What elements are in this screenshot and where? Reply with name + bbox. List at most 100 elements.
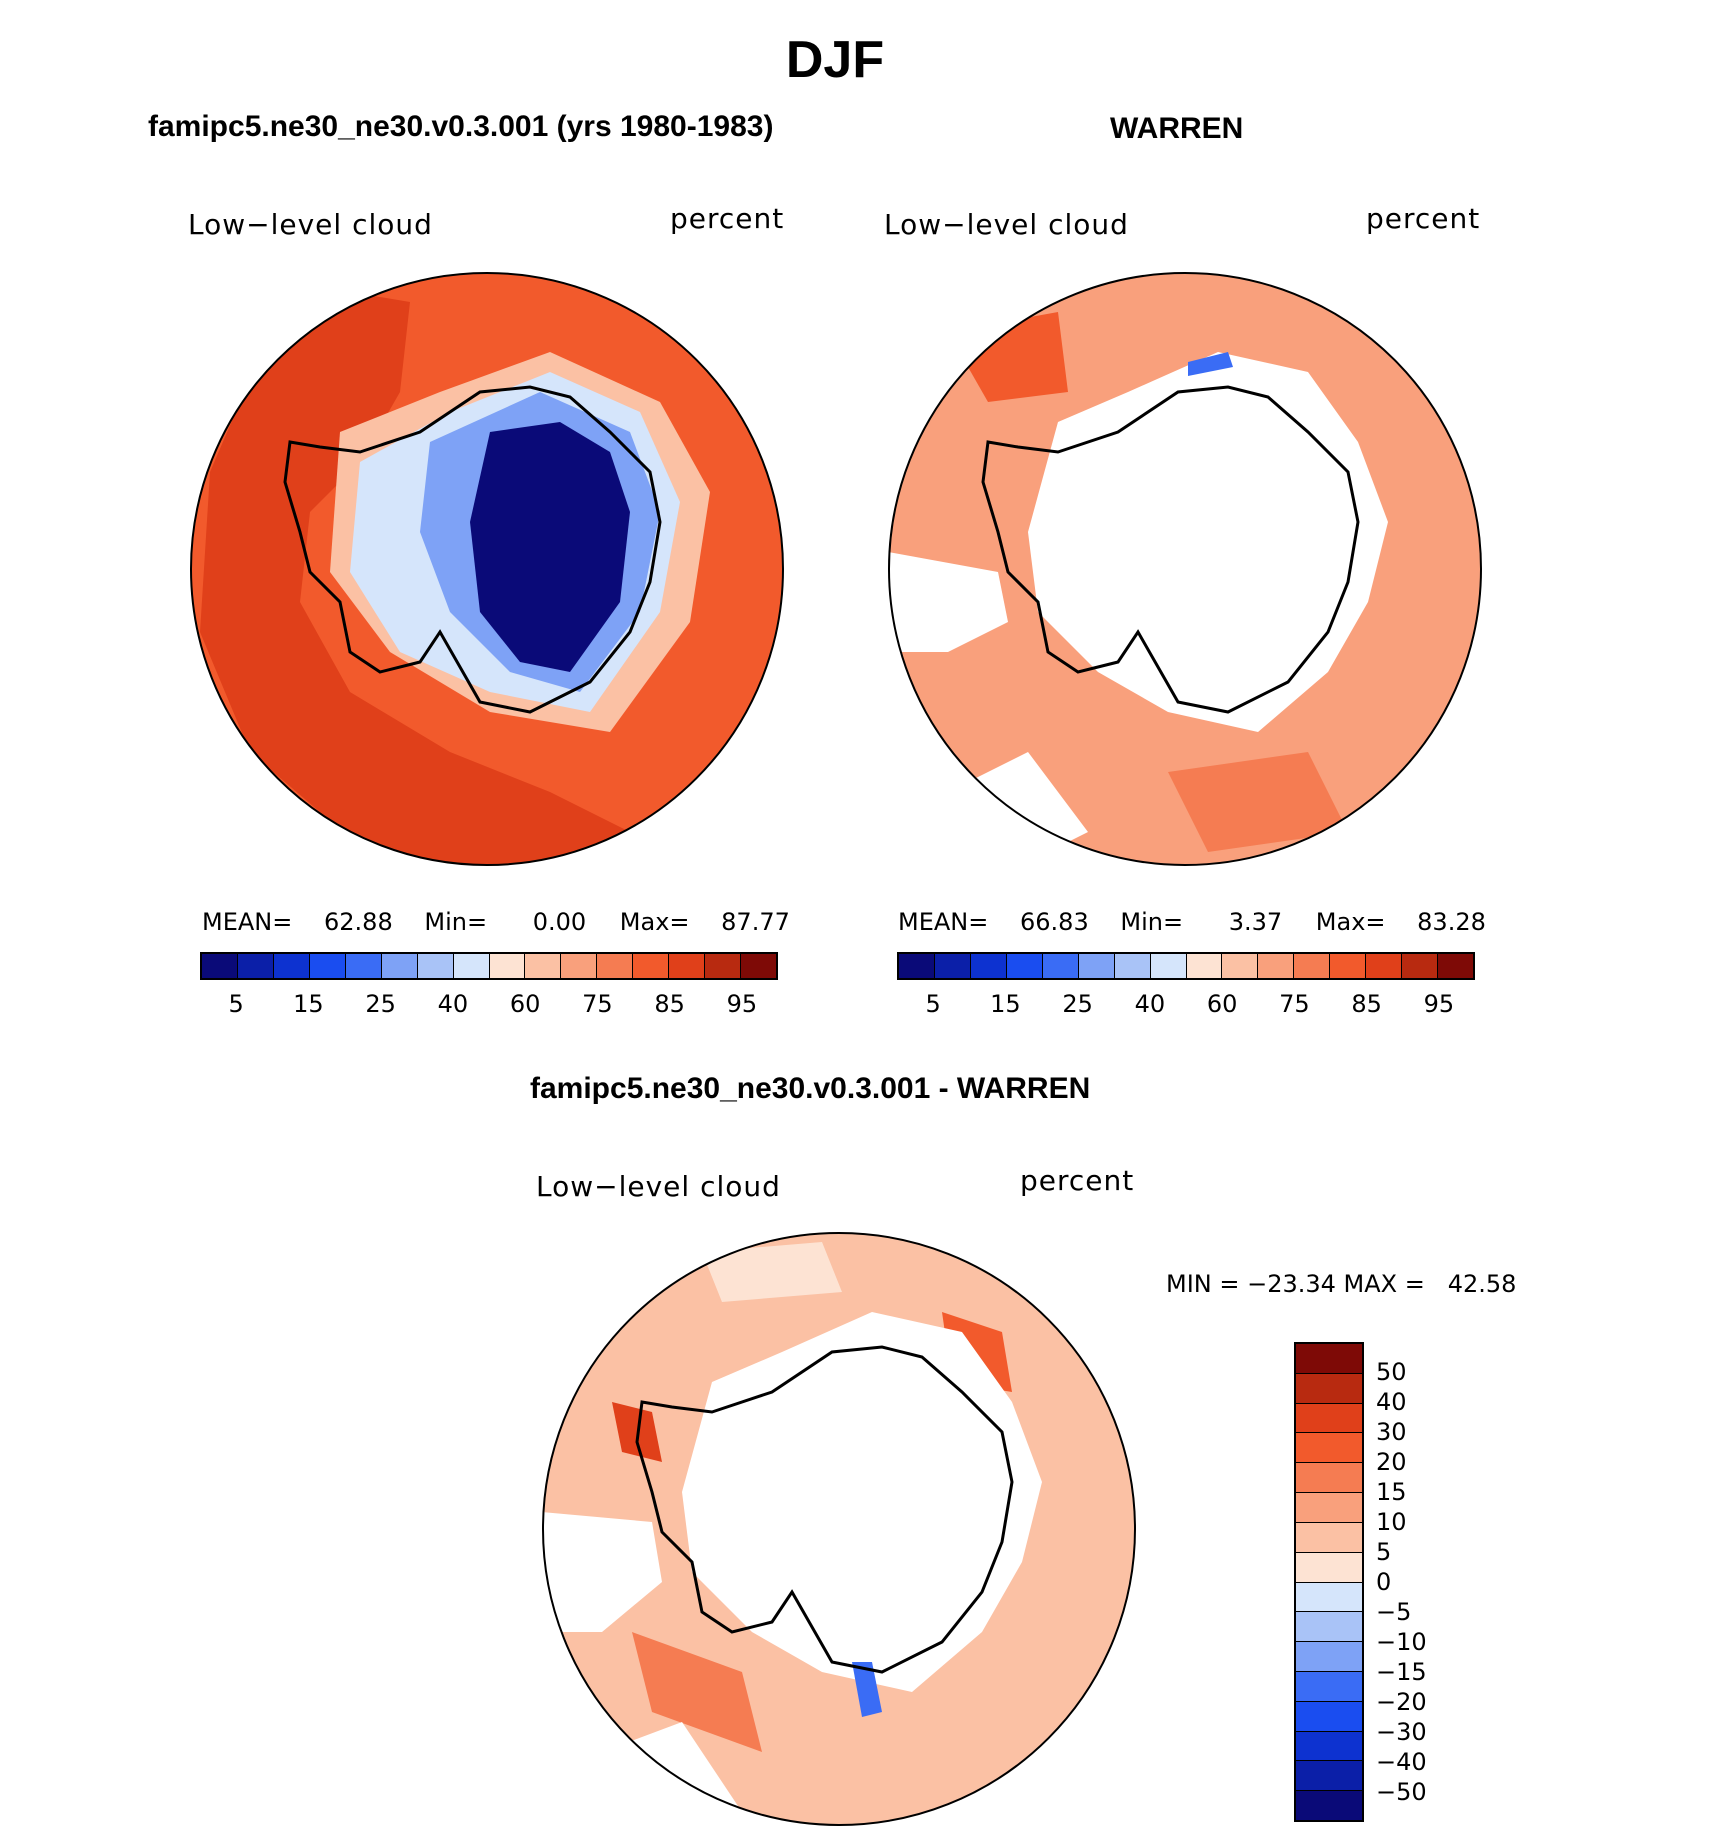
colorbar-swatch bbox=[1114, 954, 1151, 978]
missing-left bbox=[543, 1512, 662, 1632]
colorbar-swatch bbox=[381, 954, 418, 978]
colorbar-swatch bbox=[633, 954, 670, 978]
colorbar-swatch bbox=[345, 954, 382, 978]
colorbar-tick-label: −30 bbox=[1376, 1718, 1427, 1746]
min-label: Min= bbox=[1120, 908, 1184, 936]
panel2-polar-map bbox=[888, 272, 1482, 866]
colorbar-swatch bbox=[1330, 954, 1367, 978]
colorbar-tick-label: 95 bbox=[726, 990, 758, 1018]
colorbar-tick-label: 50 bbox=[1376, 1358, 1407, 1386]
colorbar-swatch bbox=[1296, 1344, 1362, 1374]
colorbar-swatch bbox=[669, 954, 706, 978]
colorbar-swatch bbox=[525, 954, 562, 978]
colorbar-swatch bbox=[1296, 1522, 1362, 1553]
mean-value: 66.83 bbox=[1020, 908, 1089, 936]
mean-value: 62.88 bbox=[324, 908, 393, 936]
land-white bbox=[682, 1312, 1042, 1692]
min-value: 0.00 bbox=[532, 908, 587, 936]
blue-edge bbox=[1188, 352, 1233, 376]
colorbar-swatch bbox=[1296, 1612, 1362, 1643]
colorbar-swatch bbox=[417, 954, 454, 978]
colorbar-tick-label: 95 bbox=[1423, 990, 1455, 1018]
colorbar-swatch bbox=[1402, 954, 1439, 978]
diff-minmax: MIN = −23.34 MAX = 42.58 bbox=[1166, 1270, 1517, 1298]
max-label: Max= bbox=[619, 908, 690, 936]
colorbar-swatch bbox=[705, 954, 742, 978]
colorbar-swatch bbox=[202, 954, 238, 978]
colorbar-tick-label: 25 bbox=[1062, 990, 1093, 1018]
colorbar-swatch bbox=[453, 954, 490, 978]
colorbar-tick-label: 15 bbox=[1376, 1478, 1407, 1506]
colorbar-tick-label: −20 bbox=[1376, 1688, 1427, 1716]
colorbar-swatch bbox=[1296, 1493, 1362, 1523]
dark-cloud-band bbox=[200, 292, 630, 865]
colorbar-tick-label: 5 bbox=[1376, 1538, 1392, 1566]
colorbar-swatch bbox=[1296, 1463, 1362, 1494]
colorbar-tick-label: 40 bbox=[437, 990, 469, 1018]
colorbar-tick-label: −40 bbox=[1376, 1748, 1427, 1776]
colorbar-tick-label: 25 bbox=[365, 990, 396, 1018]
colorbar-tick-label: 30 bbox=[1376, 1418, 1407, 1446]
panel2-colorbar-ticks: 5 15 25 40 60 75 85 95 bbox=[897, 990, 1475, 1020]
ice-core bbox=[470, 422, 630, 672]
panel1-colorbar bbox=[200, 952, 778, 980]
colorbar-swatch bbox=[1222, 954, 1259, 978]
colorbar-swatch bbox=[1296, 1403, 1362, 1434]
colorbar-tick-label: 75 bbox=[582, 990, 613, 1018]
colorbar-swatch bbox=[1042, 954, 1079, 978]
land-white bbox=[1028, 352, 1388, 732]
colorbar-swatch bbox=[1296, 1791, 1362, 1820]
panel1-polar-map bbox=[190, 272, 784, 866]
colorbar-swatch bbox=[1186, 954, 1223, 978]
colorbar-swatch bbox=[597, 954, 634, 978]
panel1-colorbar-ticks: 5 15 25 40 60 75 85 95 bbox=[200, 990, 778, 1020]
light-patch bbox=[702, 1242, 842, 1302]
colorbar-swatch bbox=[1296, 1433, 1362, 1464]
colorbar-swatch bbox=[1258, 954, 1295, 978]
colorbar-swatch bbox=[1296, 1552, 1362, 1583]
colorbar-swatch bbox=[934, 954, 971, 978]
colorbar-tick-label: 40 bbox=[1376, 1388, 1407, 1416]
colorbar-swatch bbox=[741, 954, 776, 978]
colorbar-tick-label: 20 bbox=[1376, 1448, 1407, 1476]
coastline bbox=[283, 385, 662, 714]
colorbar-tick-label: 60 bbox=[509, 990, 541, 1018]
colorbar-tick-label: 5 bbox=[925, 990, 941, 1018]
colorbar-swatch bbox=[489, 954, 526, 978]
colorbar-swatch bbox=[1296, 1701, 1362, 1732]
diff-colorbar-ticks: 50 40 30 20 15 10 5 0 −5 −10 −15 −20 −30 −40 −50 bbox=[1376, 1342, 1476, 1822]
coastline bbox=[981, 385, 1360, 714]
colorbar-tick-label: 75 bbox=[1279, 990, 1310, 1018]
colorbar-swatch bbox=[1150, 954, 1187, 978]
diff-colorbar bbox=[1294, 1342, 1364, 1822]
colorbar-swatch bbox=[561, 954, 598, 978]
diff-polar-map bbox=[542, 1232, 1136, 1826]
colorbar-tick-label: 0 bbox=[1376, 1568, 1392, 1596]
colorbar-tick-label: 60 bbox=[1206, 990, 1238, 1018]
coastline bbox=[635, 1345, 1014, 1674]
colorbar-swatch bbox=[899, 954, 935, 978]
colorbar-tick-label: −50 bbox=[1376, 1778, 1427, 1806]
colorbar-swatch bbox=[1296, 1373, 1362, 1404]
panel2-variable-label: Low−level cloud bbox=[884, 208, 1129, 241]
colorbar-swatch bbox=[1366, 954, 1403, 978]
colorbar-swatch bbox=[970, 954, 1007, 978]
panel2-stats: MEAN= 66.83 Min= 3.37 Max= 83.28 bbox=[898, 908, 1486, 936]
max-label: Max= bbox=[1315, 908, 1386, 936]
colorbar-tick-label: 85 bbox=[1351, 990, 1382, 1018]
colorbar-tick-label: 15 bbox=[293, 990, 324, 1018]
colorbar-swatch bbox=[1078, 954, 1115, 978]
missing-left bbox=[889, 552, 1008, 652]
colorbar-tick-label: 40 bbox=[1134, 990, 1166, 1018]
colorbar-swatch bbox=[1296, 1731, 1362, 1762]
blue-edge bbox=[852, 1662, 882, 1717]
patch-lower bbox=[632, 1632, 762, 1752]
colorbar-swatch bbox=[273, 954, 310, 978]
colorbar-tick-label: −5 bbox=[1376, 1598, 1412, 1626]
colorbar-swatch bbox=[1296, 1761, 1362, 1792]
colorbar-tick-label: 10 bbox=[1376, 1508, 1407, 1536]
colorbar-tick-label: −15 bbox=[1376, 1658, 1427, 1686]
min-label: Min= bbox=[424, 908, 488, 936]
panel1-stats: MEAN= 62.88 Min= 0.00 Max= 87.77 bbox=[202, 908, 790, 936]
colorbar-swatch bbox=[237, 954, 274, 978]
